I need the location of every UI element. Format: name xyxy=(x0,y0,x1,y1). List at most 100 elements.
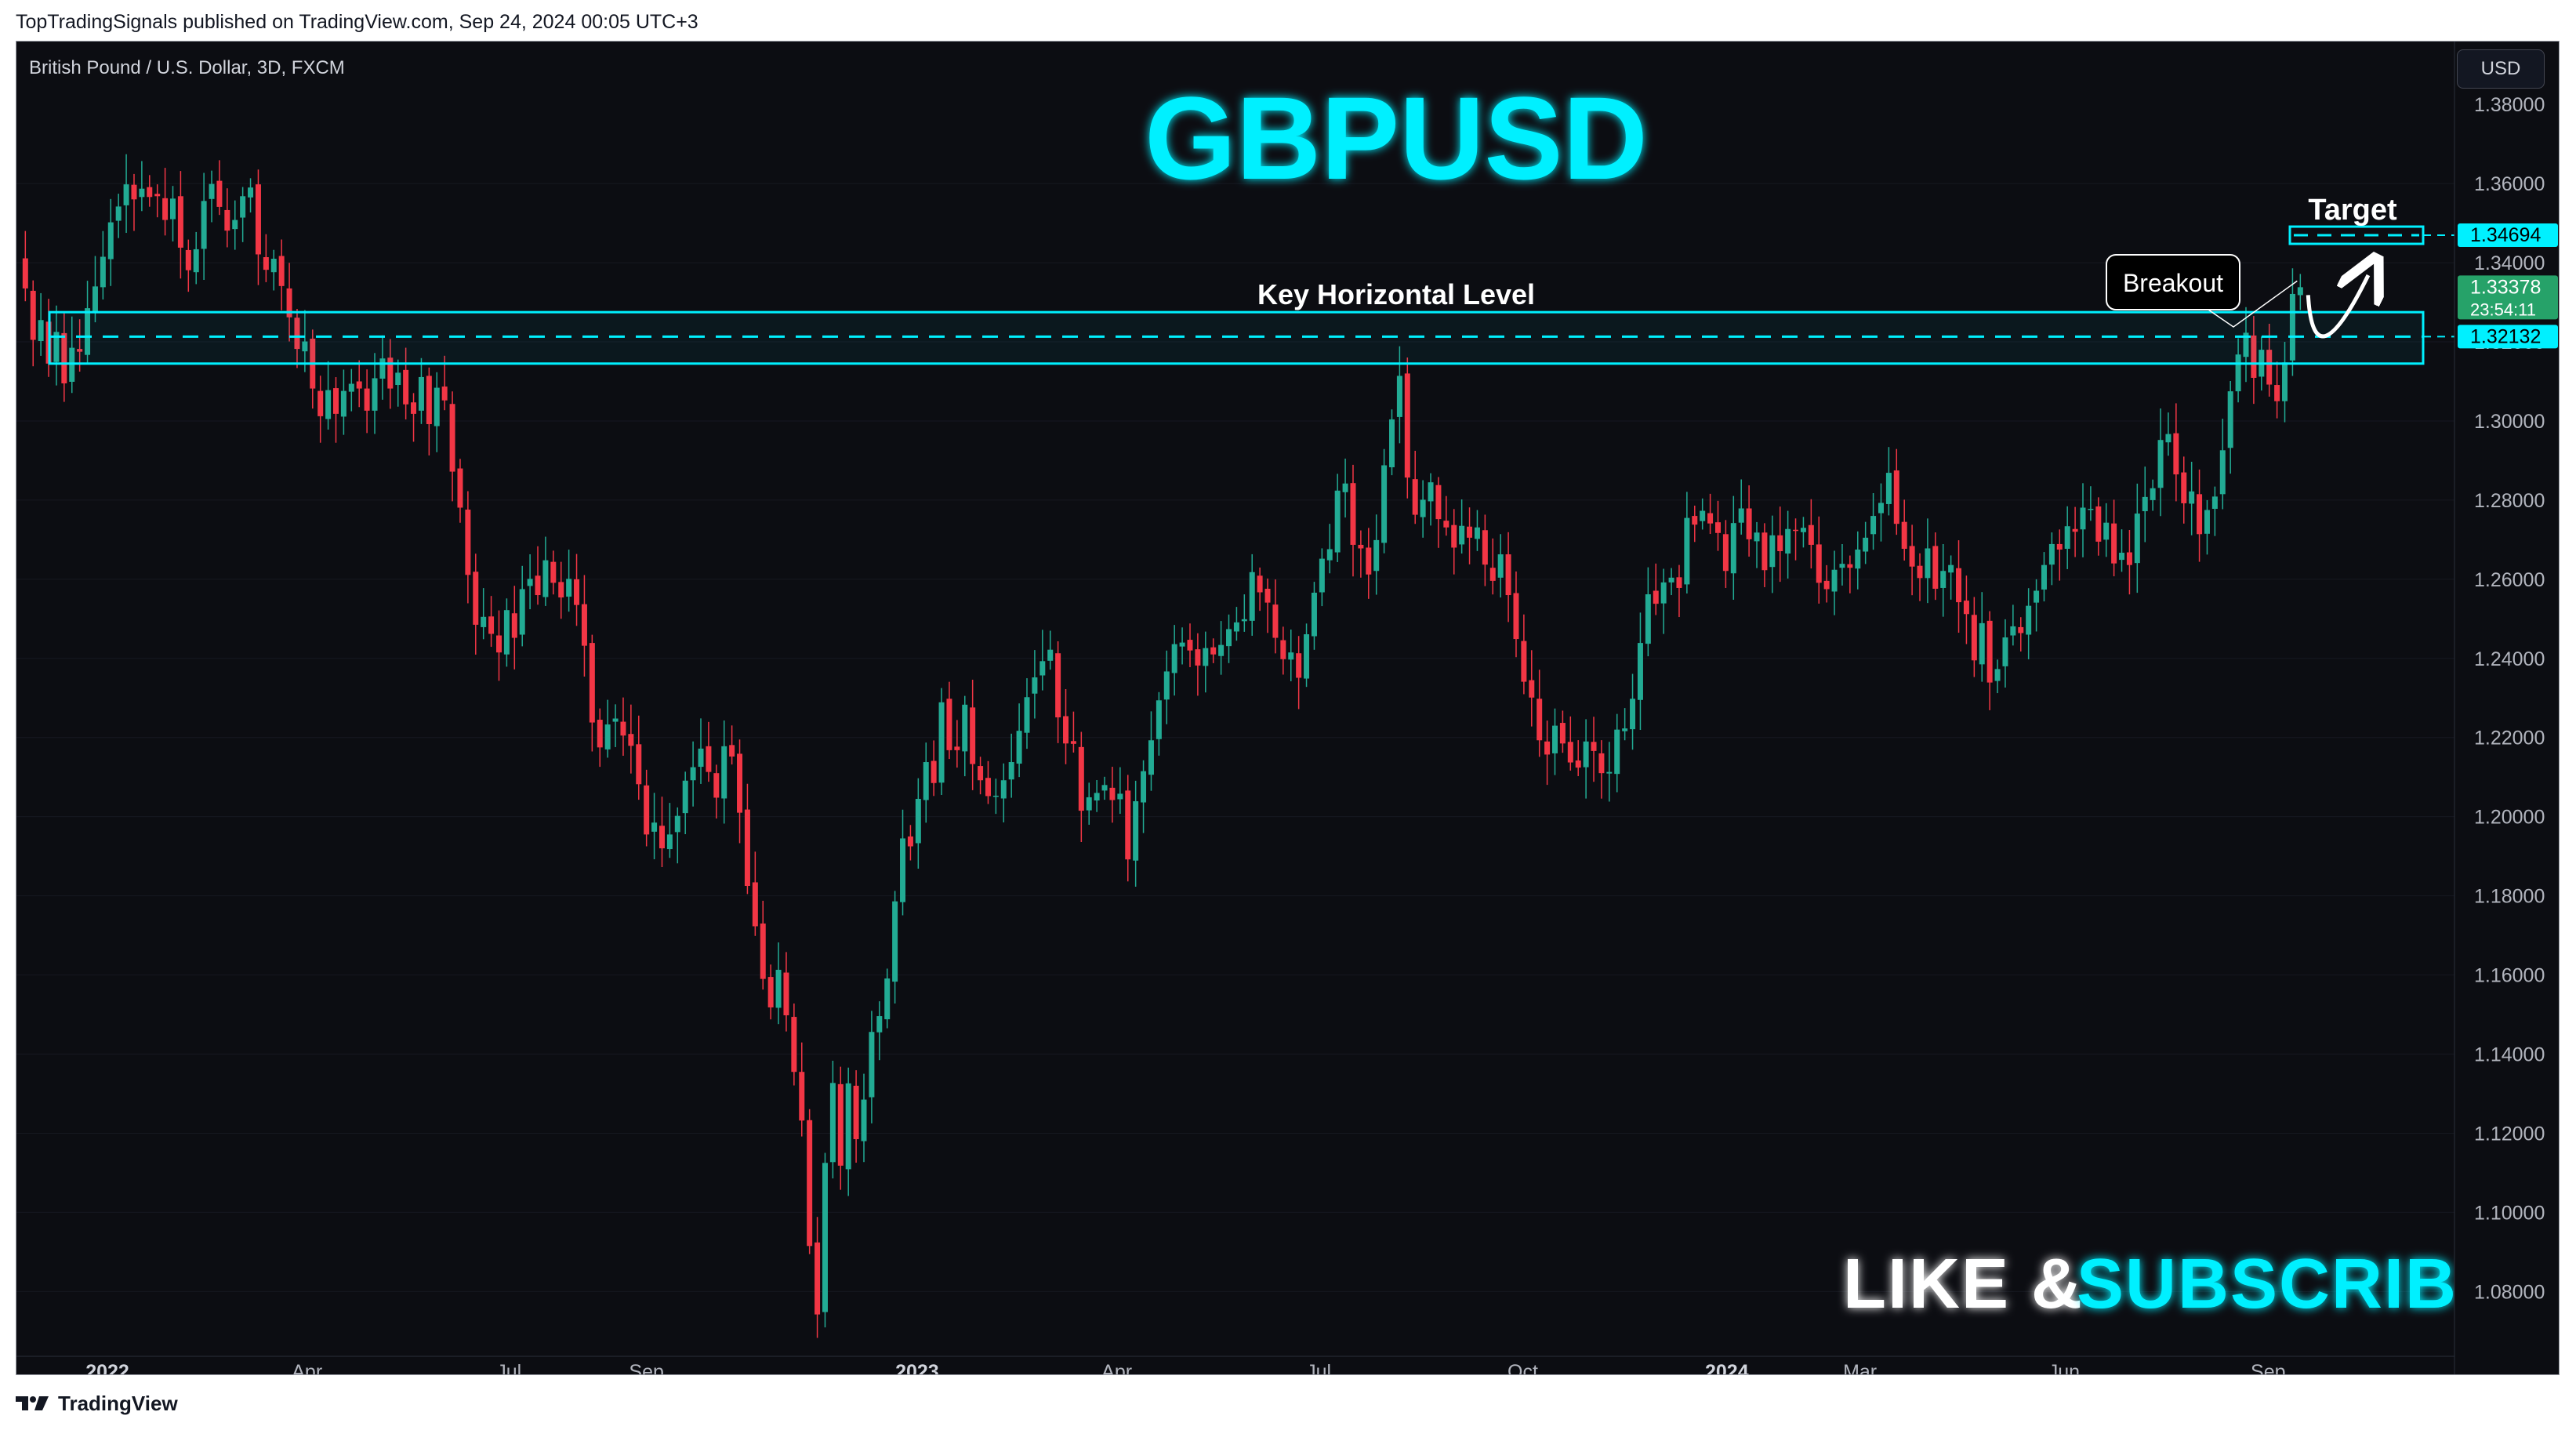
candle-down xyxy=(1435,477,1442,548)
candle-down xyxy=(147,175,153,207)
last-price-tag: 1.33378 xyxy=(2470,276,2541,298)
chart-pane[interactable]: GBPUSD Key Horizontal Level Target Breakout… xyxy=(16,41,2560,1375)
candle-up xyxy=(2119,529,2125,572)
candle-down xyxy=(644,769,650,847)
candle-up xyxy=(270,249,277,291)
candle-down xyxy=(837,1066,844,1190)
candle-down xyxy=(2126,529,2132,595)
candle-up xyxy=(2080,483,2086,557)
candle-body xyxy=(209,183,215,199)
candle-up xyxy=(1241,594,1247,632)
candle-body xyxy=(706,746,712,772)
candle-body xyxy=(1334,490,1341,553)
candle-body xyxy=(1101,785,1108,791)
tradingview-footer[interactable]: TradingView xyxy=(16,1389,178,1417)
candle-up xyxy=(1288,629,1294,681)
price-axis-background xyxy=(2454,42,2559,1374)
candlestick-chart[interactable]: GBPUSD Key Horizontal Level Target Breakout… xyxy=(16,42,2560,1375)
candle-body xyxy=(1249,572,1255,621)
candle-up xyxy=(2134,483,2140,593)
currency-button[interactable]: USD xyxy=(2457,49,2545,89)
candle-body xyxy=(177,196,183,248)
candle-body xyxy=(659,826,665,849)
candle-down xyxy=(1513,571,1519,658)
candle-body xyxy=(628,734,634,746)
candle-down xyxy=(317,376,324,443)
candle-up xyxy=(2041,552,2047,602)
candle-up xyxy=(139,161,145,212)
candle-body xyxy=(1063,716,1069,744)
candle-body xyxy=(1358,544,1364,549)
candle-body xyxy=(449,404,455,472)
candle-body xyxy=(1645,594,1651,644)
candle-body xyxy=(1187,640,1193,651)
candle-body xyxy=(332,388,339,414)
candle-down xyxy=(1692,505,1698,543)
candle-up xyxy=(900,809,906,916)
candle-down xyxy=(1412,451,1418,524)
candle-body xyxy=(1482,530,1488,565)
candle-up xyxy=(666,803,673,858)
candle-down xyxy=(853,1070,859,1163)
candle-body xyxy=(861,1099,867,1141)
candle-up xyxy=(2204,499,2210,555)
candle-body xyxy=(1505,554,1511,596)
candle-body xyxy=(1326,549,1333,561)
candle-up xyxy=(1319,548,1325,607)
candle-body xyxy=(1163,671,1170,700)
candle-body xyxy=(1078,746,1084,811)
candle-up xyxy=(340,369,346,435)
candle-up xyxy=(232,200,238,250)
candle-up xyxy=(100,230,106,300)
candle-body xyxy=(1831,569,1838,592)
candle-down xyxy=(767,964,774,1020)
candle-down xyxy=(495,610,502,681)
candle-body xyxy=(783,972,789,1016)
candle-up xyxy=(1016,703,1022,778)
candle-down xyxy=(535,546,541,605)
candle-up xyxy=(503,598,510,667)
candle-up xyxy=(1994,659,2001,694)
candle-up xyxy=(1381,448,1388,553)
candle-body xyxy=(1614,729,1620,775)
candle-up xyxy=(1870,493,1877,550)
time-tick-label: Mar xyxy=(1843,1361,1877,1375)
candle-down xyxy=(1210,638,1217,663)
candle-body xyxy=(674,815,680,833)
time-tick-label: 2024 xyxy=(1705,1361,1749,1375)
candle-down xyxy=(2056,529,2063,581)
candle-up xyxy=(1979,592,1985,682)
candle-body xyxy=(1024,697,1030,733)
candle-body xyxy=(752,882,758,927)
candle-body xyxy=(1598,753,1605,774)
candle-body xyxy=(2002,637,2008,666)
time-tick-label: Jul xyxy=(1306,1361,1331,1375)
candle-up xyxy=(372,353,378,434)
candle-down xyxy=(729,725,735,765)
candle-body xyxy=(1746,508,1752,539)
candle-up xyxy=(2211,486,2218,536)
candle-body xyxy=(1288,652,1294,660)
candle-body xyxy=(1637,643,1643,700)
candle-body xyxy=(1366,547,1372,575)
candle-body xyxy=(1994,669,2001,681)
candle-body xyxy=(1901,521,1907,549)
candle-body xyxy=(1925,548,1931,579)
candle-down xyxy=(131,173,137,231)
candle-up xyxy=(248,178,254,212)
candle-up xyxy=(1684,492,1690,594)
candle-body xyxy=(1551,725,1558,753)
candle-body xyxy=(1179,642,1185,647)
candle-body xyxy=(426,376,432,424)
candle-body xyxy=(1870,516,1877,535)
candle-down xyxy=(706,721,712,782)
candle-up xyxy=(2064,506,2070,569)
candle-up xyxy=(674,807,680,864)
candle-down xyxy=(2173,403,2179,502)
candle-body xyxy=(2048,543,2055,565)
candle-body xyxy=(1793,529,1799,532)
candle-down xyxy=(1971,597,1977,677)
candle-body xyxy=(1420,499,1426,517)
candle-body xyxy=(1583,741,1589,768)
candle-body xyxy=(1948,564,1954,573)
